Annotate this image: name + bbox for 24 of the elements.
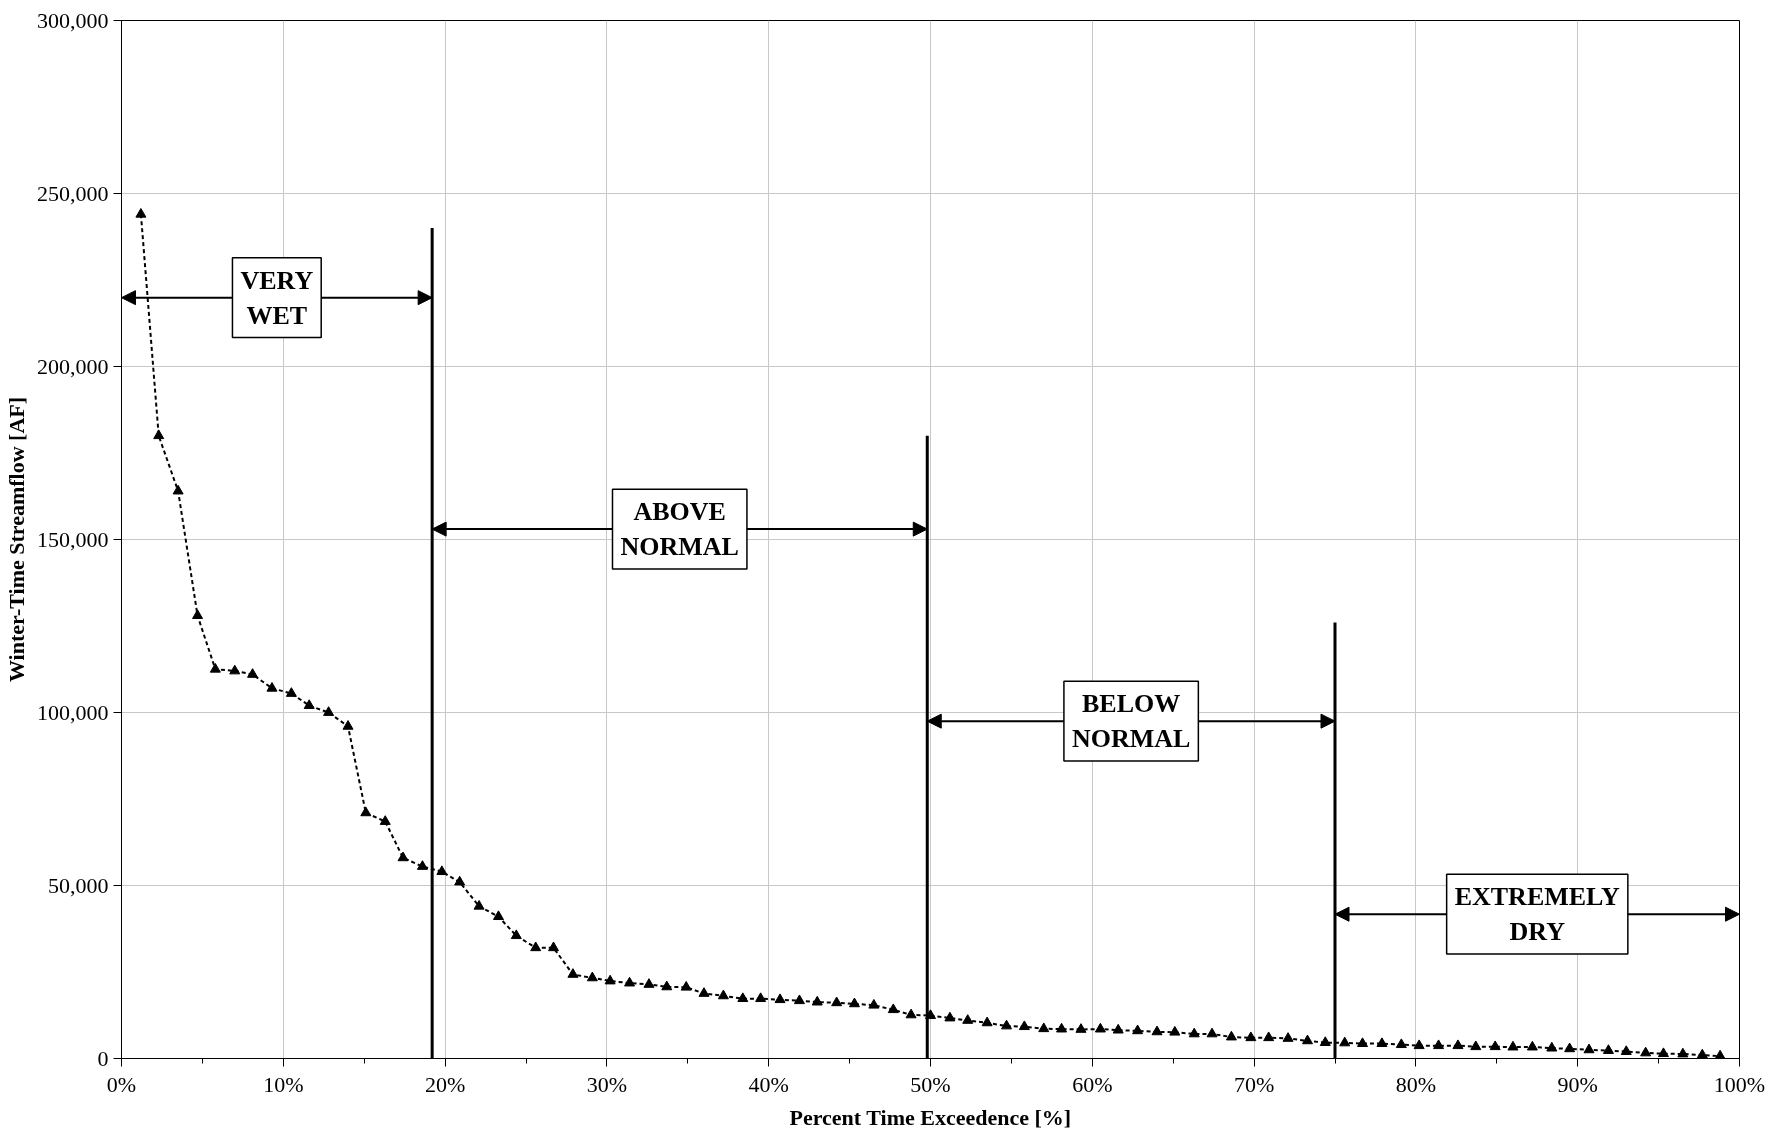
y-tick-label: 100,000 xyxy=(37,699,109,725)
x-tick-label: 80% xyxy=(1395,1071,1437,1097)
x-tick-label: 10% xyxy=(263,1071,304,1097)
x-tick-label: 40% xyxy=(748,1071,789,1097)
x-tick-label: 20% xyxy=(424,1071,466,1097)
x-axis-title: Percent Time Exceedence [%] xyxy=(789,1104,1072,1130)
annotation: ABOVE NORMAL xyxy=(620,497,739,562)
annotation: VERY WET xyxy=(240,265,314,330)
y-axis-title: Winter-Time Streamflow [AF] xyxy=(4,396,29,683)
x-tick-label: 100% xyxy=(1713,1071,1766,1097)
y-tick-label: 150,000 xyxy=(37,526,109,552)
y-tick-label: 300,000 xyxy=(37,7,109,33)
x-tick-label: 30% xyxy=(586,1071,628,1097)
x-tick-label: 90% xyxy=(1557,1071,1598,1097)
y-tick-label: 0 xyxy=(97,1045,109,1071)
x-tick-label: 0% xyxy=(106,1071,137,1097)
y-tick-label: 200,000 xyxy=(37,353,109,379)
y-tick-label: 50,000 xyxy=(48,872,109,898)
x-tick-label: 50% xyxy=(910,1071,951,1097)
annotation: EXTREMELY DRY xyxy=(1454,882,1621,947)
x-tick-label: 70% xyxy=(1233,1071,1275,1097)
annotation: BELOW NORMAL xyxy=(1071,689,1191,754)
y-tick-label: 250,000 xyxy=(37,180,109,206)
x-tick-label: 60% xyxy=(1072,1071,1113,1097)
